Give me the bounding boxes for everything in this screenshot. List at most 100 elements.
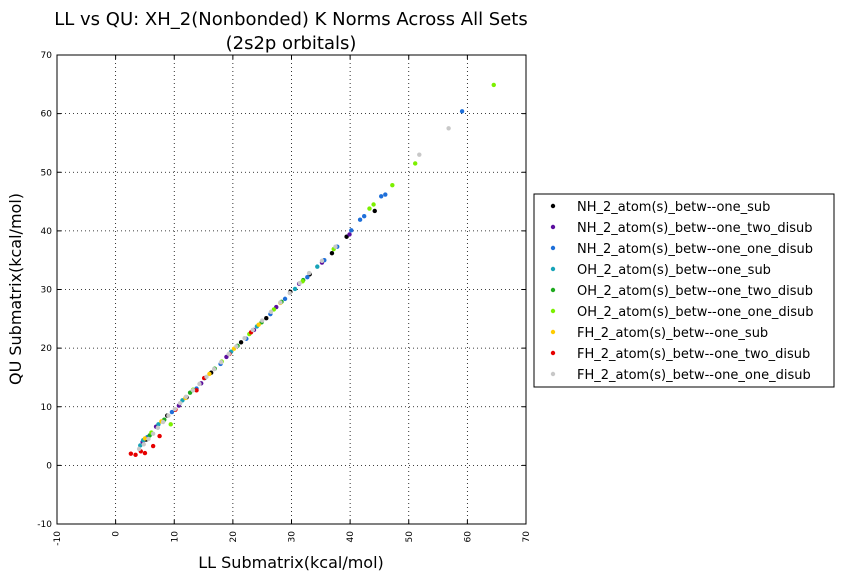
data-points	[128, 82, 496, 458]
x-tick-label: 70	[522, 531, 532, 543]
legend: NH_2_atom(s)_betw--one_sub NH_2_atom(s)_b…	[533, 193, 835, 388]
data-point-series-8	[150, 443, 156, 449]
data-point-series-9	[417, 152, 422, 157]
y-tick-label: 70	[41, 51, 53, 61]
legend-marker	[550, 371, 556, 377]
y-tick-label: 0	[46, 461, 52, 471]
legend-entry-label: NH_2_atom(s)_betw--one_two_disub	[577, 221, 812, 236]
data-point-series-9	[155, 425, 161, 431]
legend-marker	[550, 245, 556, 251]
legend-entry-label: FH_2_atom(s)_betw--one_one_disub	[577, 368, 811, 383]
data-point-series-9	[446, 126, 451, 131]
x-tick-label: 50	[405, 531, 415, 543]
legend-entry-label: OH_2_atom(s)_betw--one_two_disub	[577, 284, 813, 299]
legend-entry-label: NH_2_atom(s)_betw--one_sub	[577, 200, 770, 215]
data-point-series-9	[177, 401, 183, 406]
data-point-series-3	[305, 274, 310, 280]
legend-marker	[550, 287, 556, 293]
data-point-series-9	[160, 419, 166, 425]
x-tick-label: 10	[170, 531, 180, 543]
data-point-series-9	[306, 270, 312, 276]
x-tick-label: -10	[53, 531, 63, 546]
legend-marker	[550, 266, 556, 272]
data-point-series-9	[242, 335, 247, 341]
data-point-series-9	[278, 300, 283, 305]
y-tick-label: 60	[41, 110, 53, 120]
data-point-series-9	[319, 258, 325, 263]
data-point-series-3	[459, 109, 465, 114]
data-point-series-7	[207, 371, 212, 377]
legend-marker	[550, 329, 556, 335]
data-point-series-6	[390, 182, 395, 188]
data-point-series-8	[128, 451, 134, 456]
data-point-series-9	[197, 381, 202, 387]
data-point-series-9	[172, 406, 178, 412]
data-point-series-6	[371, 202, 376, 207]
data-point-series-6	[168, 422, 173, 427]
data-point-series-9	[136, 446, 142, 452]
data-point-series-1	[238, 340, 244, 345]
data-point-series-6	[367, 206, 372, 211]
data-point-series-9	[333, 244, 338, 249]
y-axis-label: QU Submatrix(kcal/mol)	[6, 193, 25, 385]
legend-entry-label: NH_2_atom(s)_betw--one_one_disub	[577, 242, 813, 257]
data-point-series-9	[204, 374, 209, 380]
data-point-series-4	[315, 264, 320, 269]
data-point-series-9	[166, 413, 171, 418]
data-point-series-3	[378, 194, 384, 199]
legend-entry-label: OH_2_atom(s)_betw--one_one_disub	[577, 305, 814, 320]
legend-entry-label: OH_2_atom(s)_betw--one_sub	[577, 263, 771, 278]
data-point-series-2	[224, 354, 229, 360]
data-point-series-9	[259, 318, 265, 323]
data-point-series-7	[142, 436, 148, 441]
x-tick-label: 30	[288, 531, 298, 543]
data-point-series-6	[412, 161, 418, 166]
data-point-series-9	[150, 431, 156, 436]
data-point-series-8	[157, 433, 162, 439]
data-point-series-8	[194, 388, 199, 393]
data-point-series-9	[218, 359, 224, 365]
data-point-series-6	[271, 307, 277, 312]
data-point-series-3	[282, 296, 288, 302]
data-point-series-2	[347, 232, 352, 237]
data-point-series-9	[190, 388, 196, 393]
axis-ticks: -10 0 10 20 30 40 50 60 70 -10 0 10 20 30 40 50 60 70	[37, 51, 532, 546]
grid-lines	[57, 55, 526, 524]
y-tick-label: 20	[41, 344, 53, 354]
data-point-series-4	[180, 398, 185, 403]
data-point-series-9	[268, 309, 274, 314]
data-point-series-9	[211, 367, 217, 372]
legend-frame	[533, 193, 835, 388]
legend-marker	[550, 308, 556, 314]
y-tick-label: 50	[41, 168, 53, 178]
x-axis-label: LL Submatrix(kcal/mol)	[198, 553, 384, 572]
data-point-series-5	[187, 390, 193, 395]
x-tick-label: 40	[346, 531, 356, 543]
y-tick-label: 10	[41, 403, 53, 413]
chart-title-line-1: LL vs QU: XH_2(Nonbonded) K Norms Across…	[54, 9, 527, 30]
data-point-series-8	[133, 452, 138, 458]
data-point-series-7	[256, 322, 261, 327]
x-tick-label: 60	[463, 531, 473, 543]
data-point-series-3	[169, 409, 175, 415]
y-tick-label: 30	[41, 286, 53, 296]
data-point-series-1	[329, 250, 335, 256]
data-point-series-9	[141, 442, 146, 447]
legend-marker	[550, 203, 556, 209]
data-point-series-9	[183, 394, 189, 399]
data-point-series-9	[234, 344, 239, 349]
data-point-series-6	[491, 82, 496, 88]
legend-marker	[550, 350, 556, 356]
legend-entry-label: FH_2_atom(s)_betw--one_sub	[577, 326, 768, 341]
y-tick-label: 40	[41, 227, 53, 237]
y-tick-label: -10	[37, 520, 52, 530]
data-point-series-4	[156, 422, 161, 427]
chart-title-line-2: (2s2p orbitals)	[226, 33, 357, 54]
x-tick-label: 20	[229, 531, 239, 543]
plot-area-frame	[56, 54, 527, 525]
data-point-series-3	[383, 192, 388, 197]
data-point-series-9	[297, 280, 302, 286]
data-point-series-9	[226, 351, 231, 357]
legend-marker	[550, 224, 556, 230]
